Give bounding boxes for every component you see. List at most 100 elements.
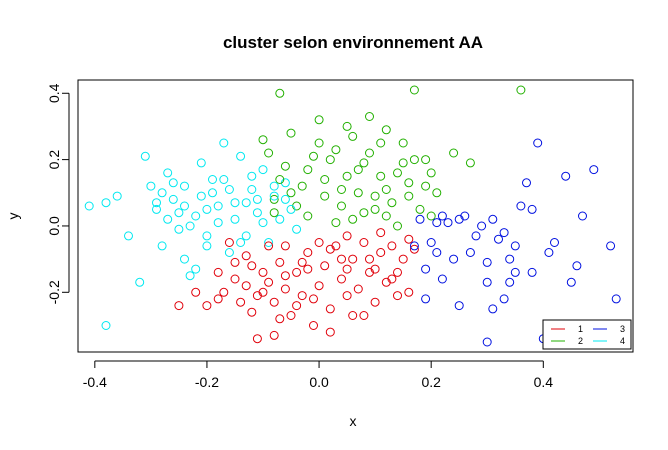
data-point xyxy=(264,241,274,251)
data-point xyxy=(292,224,302,234)
legend-label: 4 xyxy=(620,336,625,346)
chart-title: cluster selon environnement AA xyxy=(223,33,483,52)
data-point xyxy=(241,251,251,261)
data-point xyxy=(432,248,442,257)
data-point xyxy=(314,138,324,148)
data-point xyxy=(359,158,369,168)
data-point xyxy=(465,248,475,257)
data-point xyxy=(202,231,212,241)
data-point xyxy=(370,264,380,274)
data-point xyxy=(359,208,369,218)
data-point xyxy=(381,211,391,221)
data-point xyxy=(426,238,436,247)
data-point xyxy=(337,201,346,211)
data-point xyxy=(606,241,616,251)
data-point xyxy=(241,231,251,241)
data-point xyxy=(275,257,285,267)
data-point xyxy=(264,238,274,247)
data-point xyxy=(191,211,201,221)
data-point xyxy=(297,291,307,301)
data-point xyxy=(208,175,217,184)
data-point xyxy=(230,214,240,224)
data-point xyxy=(236,238,246,247)
legend-label: 1 xyxy=(578,324,583,334)
data-point xyxy=(280,161,290,171)
data-point xyxy=(381,185,391,194)
data-point xyxy=(522,178,531,188)
y-axis-label: y xyxy=(5,213,21,220)
data-point xyxy=(202,301,212,311)
data-point xyxy=(488,304,498,314)
data-point xyxy=(320,191,330,201)
legend-box xyxy=(542,319,632,350)
data-point xyxy=(314,238,324,247)
data-point xyxy=(510,241,520,251)
data-point xyxy=(303,264,313,274)
data-point xyxy=(163,214,173,224)
data-point xyxy=(180,181,189,191)
data-point xyxy=(258,218,268,228)
data-point xyxy=(409,155,419,165)
data-point xyxy=(398,158,408,168)
data-point xyxy=(309,151,318,161)
data-point xyxy=(426,168,436,178)
data-point xyxy=(314,281,324,291)
data-point xyxy=(421,264,431,274)
data-point xyxy=(135,277,145,287)
data-point xyxy=(258,287,268,297)
data-point xyxy=(286,128,296,138)
data-point xyxy=(219,287,229,297)
data-point xyxy=(236,151,246,161)
data-point xyxy=(342,291,352,301)
data-point xyxy=(230,274,240,284)
data-point xyxy=(157,188,167,198)
data-point xyxy=(359,311,369,320)
data-point xyxy=(152,204,161,214)
data-point xyxy=(213,201,223,211)
x-tick-label: 0.2 xyxy=(421,374,441,390)
x-tick-label: 0.4 xyxy=(534,374,554,390)
data-point xyxy=(191,264,201,274)
data-point xyxy=(241,198,251,208)
data-point xyxy=(264,277,274,287)
data-point xyxy=(494,234,503,244)
data-point xyxy=(331,145,341,155)
data-point xyxy=(275,175,285,184)
data-point xyxy=(393,168,402,178)
data-point xyxy=(280,284,290,294)
data-point xyxy=(280,271,290,281)
data-point xyxy=(437,274,447,284)
data-point xyxy=(421,155,431,165)
data-point xyxy=(505,277,515,287)
data-point xyxy=(337,274,346,284)
data-point xyxy=(365,148,374,158)
data-point xyxy=(168,178,178,188)
data-point xyxy=(174,301,184,311)
data-point xyxy=(404,178,414,188)
data-point xyxy=(196,191,206,201)
data-point xyxy=(185,221,195,231)
data-point xyxy=(527,267,537,277)
data-point xyxy=(348,254,358,264)
data-point xyxy=(544,248,554,257)
data-point xyxy=(376,138,386,148)
data-point xyxy=(213,267,223,277)
data-point xyxy=(409,244,419,254)
data-point xyxy=(269,194,279,204)
data-point xyxy=(611,294,621,304)
x-tick-label: 0.0 xyxy=(309,374,329,390)
data-point xyxy=(224,185,234,194)
data-point xyxy=(449,254,459,264)
y-axis: -0.2 0.0 0.2 0.4 xyxy=(46,83,70,304)
data-point xyxy=(499,294,509,304)
data-point xyxy=(314,115,324,125)
data-point xyxy=(309,294,318,304)
data-point xyxy=(527,204,537,214)
data-point xyxy=(533,138,543,148)
data-point xyxy=(101,198,111,208)
data-point xyxy=(286,311,296,320)
data-point xyxy=(325,155,335,165)
data-point xyxy=(247,171,257,181)
data-point xyxy=(376,248,386,257)
data-point xyxy=(258,165,268,175)
